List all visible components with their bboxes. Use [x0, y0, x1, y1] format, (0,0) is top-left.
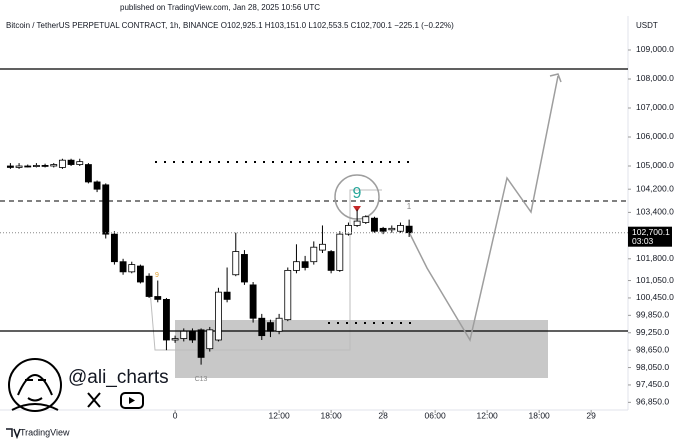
- published-note: published on TradingView.com, Jan 28, 20…: [120, 3, 320, 12]
- y-tick-label: 109,000.0: [636, 44, 674, 54]
- candle-body: [327, 251, 335, 271]
- candle-body: [119, 261, 127, 273]
- y-tick-label: 99,850.0: [636, 310, 669, 320]
- candle-body: [32, 165, 40, 167]
- candle-body: [241, 254, 248, 283]
- y-tick-label: 103,400.0: [636, 207, 674, 217]
- candle-body: [232, 251, 240, 276]
- x-tick-label: 18:00: [320, 410, 342, 420]
- candle-body: [15, 165, 23, 168]
- candle-body: [154, 296, 162, 300]
- projection-arrow: [549, 73, 562, 83]
- candle-body: [362, 216, 370, 223]
- footer-brand: TradingView: [20, 427, 70, 437]
- candle-body: [188, 330, 196, 341]
- candle-body: [102, 184, 110, 235]
- candle-body: [353, 220, 361, 226]
- x-tick-label: 0: [173, 410, 178, 420]
- candle-body: [24, 165, 32, 168]
- candle-body: [223, 291, 231, 300]
- candle-body: [84, 164, 92, 183]
- candle-body: [258, 317, 266, 337]
- candle-body: [301, 261, 309, 268]
- candle-body: [310, 246, 318, 263]
- last-price-label: 102,700.1: [632, 227, 670, 237]
- y-tick-label: 101,800.0: [636, 253, 674, 263]
- candle-body: [67, 159, 75, 165]
- candle-body: [93, 181, 101, 190]
- candle-body: [136, 265, 144, 283]
- youtube-icon: [120, 392, 144, 409]
- currency: USDT: [636, 21, 658, 30]
- guide-line: [149, 189, 382, 351]
- last-price-tag: [628, 226, 672, 247]
- setup-label: 9: [155, 272, 159, 279]
- youtube-icon: [129, 397, 135, 404]
- y-tick-label: 104,200.0: [636, 183, 674, 193]
- symbol-legend: Bitcoin / TetherUS PERPETUAL CONTRACT, 1…: [6, 21, 454, 30]
- y-tick-label: 101,050.0: [636, 275, 674, 285]
- y-tick-label: 98,050.0: [636, 362, 669, 372]
- candle-body: [388, 227, 396, 231]
- countdown-label: C13: [195, 376, 208, 383]
- y-tick-label: 100,450.0: [636, 292, 674, 302]
- candle-body: [58, 159, 66, 168]
- x-icon: [87, 392, 101, 408]
- candle-body: [145, 275, 153, 297]
- y-tick-label: 107,000.0: [636, 102, 674, 112]
- sell-arrow: [353, 206, 361, 212]
- candle-body: [397, 225, 404, 232]
- candle-body: [293, 261, 300, 271]
- y-tick-label: 105,000.0: [636, 160, 674, 170]
- candle-body: [50, 164, 58, 167]
- y-tick-label: 97,450.0: [636, 379, 669, 389]
- candle-body: [162, 298, 170, 341]
- x-tick-label: 12:00: [477, 410, 499, 420]
- y-tick-label: 96,850.0: [636, 397, 669, 407]
- candle-body: [110, 233, 118, 263]
- candle-body: [206, 329, 214, 350]
- y-tick-label: 108,000.0: [636, 73, 674, 83]
- candle-body: [76, 161, 84, 165]
- x-tick-label: 29: [586, 410, 596, 420]
- candle-body: [284, 269, 292, 321]
- candle-body: [345, 225, 352, 235]
- count-label: 1: [407, 202, 412, 211]
- candle-body: [336, 233, 344, 271]
- x-tick-label: 18:00: [529, 410, 551, 420]
- candle-body: [171, 338, 179, 341]
- candle-body: [371, 217, 378, 232]
- projection-path: [408, 75, 559, 342]
- zone-box: [175, 320, 548, 378]
- candle-body: [249, 284, 257, 319]
- candle-body: [379, 227, 387, 232]
- y-tick-label: 106,000.0: [636, 131, 674, 141]
- candle-body: [215, 291, 222, 341]
- x-tick-label: 12:00: [268, 410, 290, 420]
- candle-body: [180, 330, 188, 339]
- handle: @ali_charts: [68, 367, 169, 388]
- candle-body: [405, 225, 413, 234]
- candle-body: [319, 243, 326, 251]
- y-tick-label: 99,250.0: [636, 327, 669, 337]
- candle-body: [128, 264, 136, 273]
- x-tick-label: 06:00: [424, 410, 446, 420]
- candle-body: [41, 165, 49, 167]
- x-tick-label: 28: [378, 410, 388, 420]
- plot: [6, 158, 413, 365]
- candle-body: [6, 165, 14, 168]
- avatar: [8, 358, 62, 412]
- candle-body: [267, 322, 274, 332]
- candle-body: [275, 317, 283, 332]
- tv-logo: [6, 428, 21, 440]
- y-tick-label: 98,650.0: [636, 344, 669, 354]
- candle-body: [197, 329, 205, 358]
- setup-label: 9: [353, 185, 362, 202]
- countdown-label: 03:03: [632, 236, 654, 246]
